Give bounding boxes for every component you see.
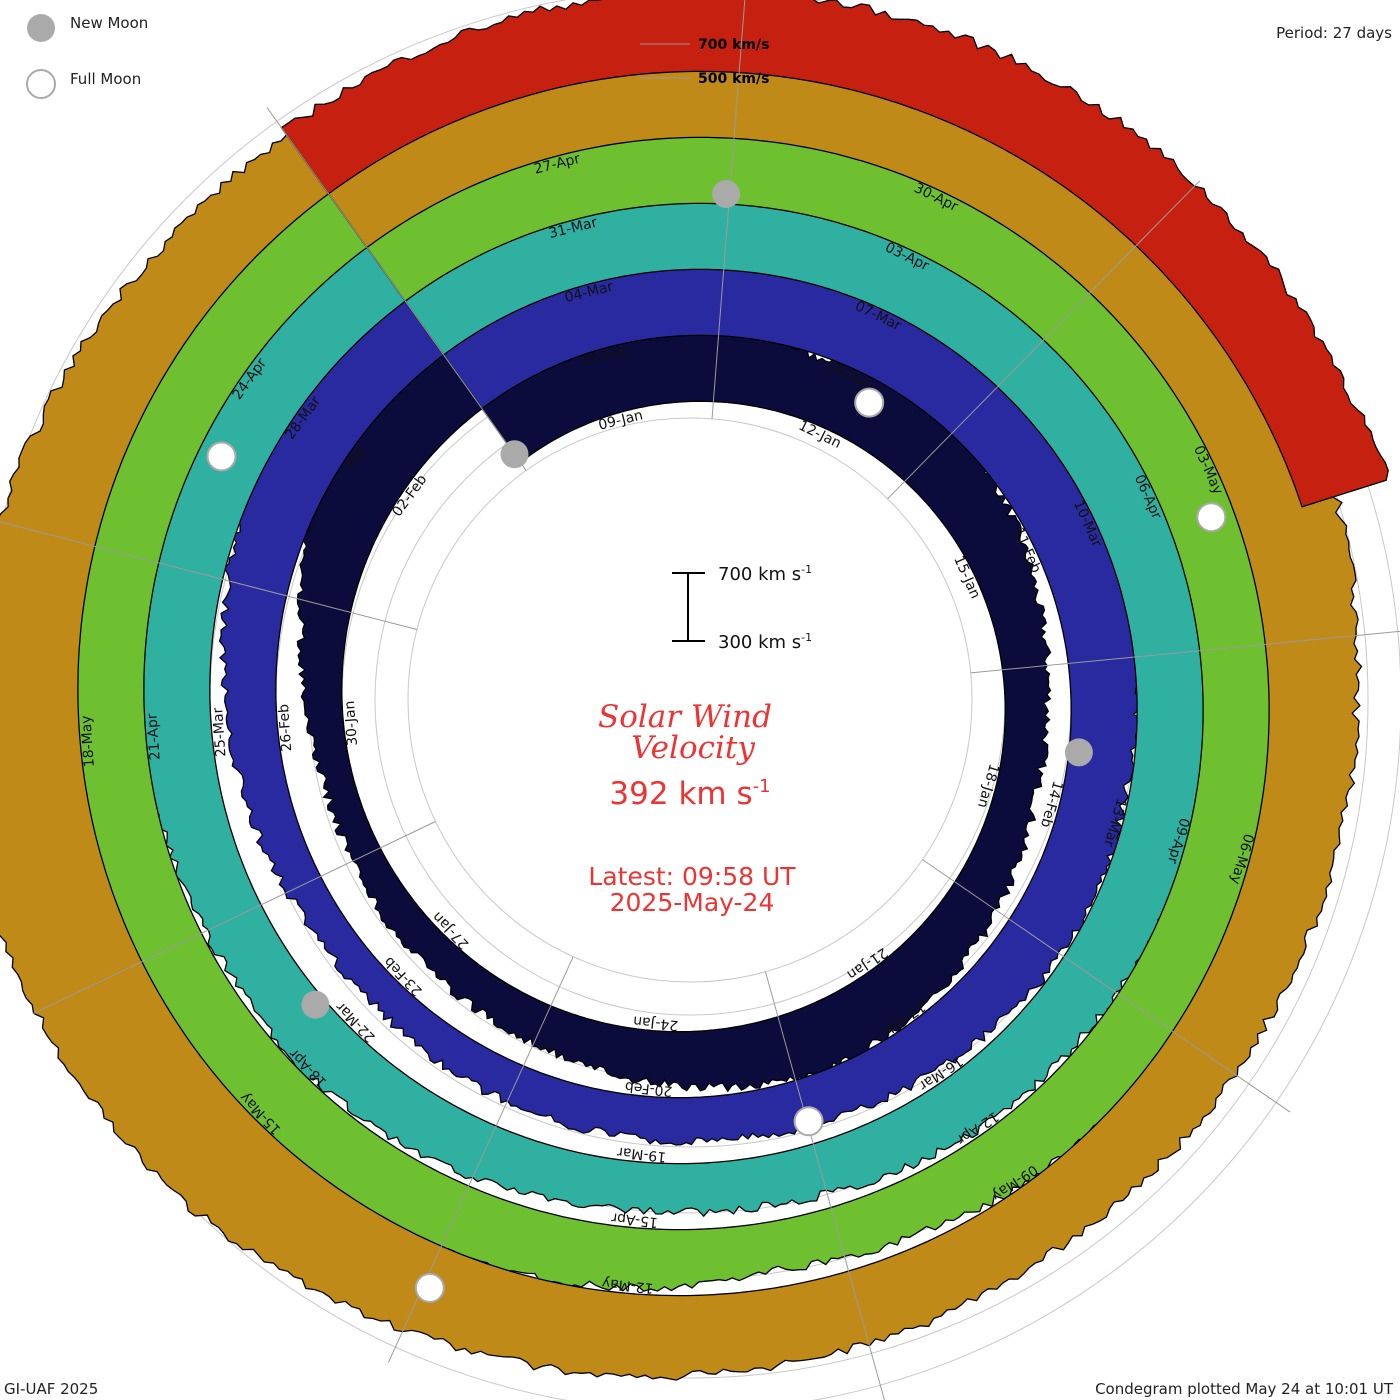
- period-label: Period: 27 days: [1276, 24, 1392, 42]
- day-spoke: [32, 821, 436, 1015]
- scale-bar-top-label: 700 km s-1: [718, 563, 812, 585]
- current-speed-value: 392 km s-1: [609, 776, 770, 812]
- day-spoke: [266, 107, 527, 471]
- day-spoke: [0, 521, 418, 630]
- date-label: 20-Feb: [624, 1078, 673, 1099]
- reference-circle: [407, 417, 973, 983]
- day-spoke: [970, 630, 1400, 674]
- new-moon-marker: [712, 180, 741, 208]
- date-label: 21-Apr: [144, 713, 163, 761]
- speed-tick-500-label: 500 km/s: [698, 71, 769, 87]
- full-moon-marker: [206, 441, 237, 472]
- day-spoke: [764, 971, 885, 1400]
- date-label: 26-Feb: [276, 703, 295, 752]
- velocity-rings: [0, 0, 1389, 1381]
- date-label: 24-Jan: [632, 1012, 679, 1033]
- full-moon-marker: [854, 387, 885, 418]
- full-moon-legend-label: Full Moon: [70, 70, 141, 88]
- date-label: 12-May: [601, 1275, 654, 1296]
- velocity-ring-6: [280, 0, 1389, 508]
- footer-credit: GI-UAF 2025: [4, 1380, 98, 1398]
- day-spoke: [922, 859, 1291, 1113]
- latest-time: Latest: 09:58 UT: [588, 862, 796, 891]
- date-label: 30-Jan: [342, 700, 361, 746]
- chart-title-line1: Solar Wind: [598, 699, 772, 735]
- new-moon-marker: [301, 990, 330, 1019]
- day-spoke: [887, 180, 1201, 500]
- new-moon-marker: [1064, 738, 1093, 767]
- new-moon-legend-icon: [27, 14, 55, 42]
- new-moon-marker: [500, 440, 529, 469]
- date-label: 25-Mar: [210, 707, 229, 757]
- speed-tick-700-label: 700 km/s: [698, 37, 769, 53]
- full-moon-marker: [793, 1106, 824, 1137]
- latest-date: 2025-May-24: [610, 888, 775, 917]
- chart-title-line2: Velocity: [631, 730, 755, 766]
- date-label: 19-Mar: [616, 1143, 667, 1164]
- full-moon-legend-icon: [26, 69, 56, 99]
- full-moon-marker: [414, 1272, 445, 1303]
- footer-plot-time: Condegram plotted May 24 at 10:01 UT: [1095, 1380, 1394, 1398]
- date-label: 18-May: [78, 715, 97, 768]
- new-moon-legend-label: New Moon: [70, 14, 148, 32]
- date-label: 15-Apr: [610, 1209, 658, 1230]
- moon-markers: [206, 180, 1227, 1303]
- full-moon-marker: [1196, 502, 1227, 533]
- scale-bar-bottom-label: 300 km s-1: [718, 631, 812, 653]
